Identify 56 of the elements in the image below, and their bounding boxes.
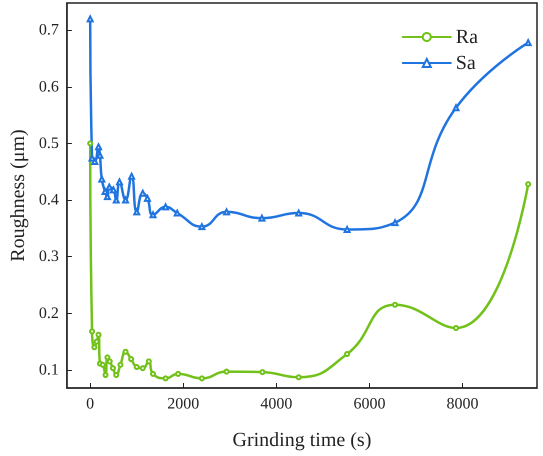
point (116, 178, 123, 186)
y-tick-label: 0.7 (38, 22, 59, 39)
point (100, 362, 106, 368)
point (175, 370, 182, 377)
y-tick-label: 0.1 (38, 361, 59, 378)
legend-label: Sa (456, 52, 476, 74)
y-tick-label: 0.3 (38, 248, 59, 266)
point (223, 208, 230, 216)
point (122, 348, 129, 355)
point (110, 186, 117, 194)
point (392, 219, 399, 226)
point (453, 324, 460, 331)
point (98, 176, 106, 183)
point (113, 372, 120, 378)
y-tick-label: 0.5 (38, 134, 59, 152)
point (162, 375, 169, 382)
point (344, 226, 351, 233)
y-tick-label: 0.4 (38, 192, 59, 209)
point (86, 15, 94, 22)
point (95, 143, 102, 150)
point (344, 351, 350, 358)
y-tick-label: 0.2 (38, 304, 59, 322)
point (525, 181, 532, 188)
point (144, 194, 151, 202)
point (128, 356, 134, 362)
point (140, 365, 146, 372)
point (117, 362, 124, 368)
point (91, 344, 98, 350)
point (110, 365, 116, 372)
y-tick-label: 0.6 (38, 78, 59, 96)
point (87, 140, 94, 146)
point (198, 375, 205, 382)
point (89, 328, 96, 334)
y-axis-title: Roughness (μm) (7, 129, 29, 262)
x-tick-label: 2000 (167, 396, 200, 412)
point (296, 374, 302, 380)
point (259, 369, 266, 376)
point (162, 203, 170, 210)
x-axis-title: Grinding time (s) (232, 429, 372, 451)
point (128, 172, 136, 180)
point (392, 302, 398, 308)
point (452, 104, 460, 112)
x-tick-label: 0 (86, 396, 94, 412)
legend-label: Ra (456, 26, 478, 48)
point (150, 211, 157, 218)
point (139, 190, 146, 197)
point (134, 364, 140, 370)
x-tick-label: 6000 (353, 396, 386, 412)
point (224, 368, 230, 375)
point (150, 370, 156, 377)
point (104, 354, 110, 360)
point (96, 332, 102, 338)
point (146, 358, 152, 364)
x-tick-label: 4000 (260, 396, 292, 412)
x-tick-label: 8000 (446, 396, 479, 412)
point (133, 208, 140, 216)
